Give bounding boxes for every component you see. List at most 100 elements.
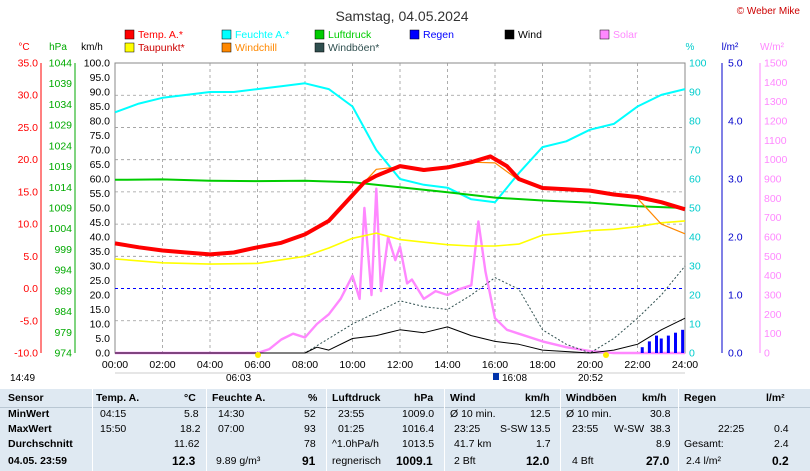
gust-current: 27.0 xyxy=(646,454,670,468)
legend-label-7: Windchill xyxy=(235,42,277,54)
pct-tick: 10 xyxy=(689,319,701,331)
hpa-tick: 1024 xyxy=(49,140,73,152)
gust-10min-label: Ø 10 min. xyxy=(566,408,612,420)
kmh-tick: 30.0 xyxy=(90,261,111,273)
temp-min-time: 04:15 xyxy=(100,408,127,420)
wm2-tick: 1400 xyxy=(764,77,788,89)
rain-rate: 2.4 l/m² xyxy=(686,455,722,467)
kmh-tick: 95.0 xyxy=(90,72,111,84)
sunset-time: 20:52 xyxy=(578,373,603,384)
row-date-label: 04.05. 23:59 xyxy=(8,455,67,467)
temp-tick: 0.0 xyxy=(23,283,38,295)
kmh-tick: 20.0 xyxy=(90,290,111,302)
temp-avg: 11.62 xyxy=(174,438,200,450)
hpa-tick: 979 xyxy=(54,327,72,339)
kmh-tick: 15.0 xyxy=(90,304,111,316)
wm2-tick: 500 xyxy=(764,251,782,263)
series-luftdruck xyxy=(114,178,686,209)
legend-label-1: Feuchte A.* xyxy=(235,29,289,41)
press-trend: ^1.0hPa/h xyxy=(332,438,379,450)
sunrise-icon xyxy=(255,352,261,358)
wm2-tick: 800 xyxy=(764,193,782,205)
chart-title: Samstag, 04.05.2024 xyxy=(335,8,468,24)
series-tempa xyxy=(114,154,686,257)
rain-total-label: Gesamt: xyxy=(684,438,724,450)
pct-tick: 50 xyxy=(689,203,701,215)
wind-bft: 2 Bft xyxy=(454,455,476,467)
hdr-hum-unit: % xyxy=(308,392,318,404)
hdr-temp: Temp. A. xyxy=(96,392,140,404)
series xyxy=(114,82,686,355)
row-avg-label: Durchschnitt xyxy=(8,438,73,450)
hum-abs: 9.89 g/m³ xyxy=(216,455,261,467)
kmh-tick: 25.0 xyxy=(90,275,111,287)
unit-wm2: W/m² xyxy=(760,42,785,53)
series-taupunkt xyxy=(114,220,686,265)
hdr-press-unit: hPa xyxy=(414,392,434,404)
temp-tick: 25.0 xyxy=(18,122,39,134)
wind-dist: 41.7 km xyxy=(454,438,492,450)
pct-tick: 60 xyxy=(689,174,701,186)
lm2-tick: 0.0 xyxy=(728,348,743,360)
kmh-tick: 35.0 xyxy=(90,246,111,258)
sun-events: 14:49 06:03 16:08 20:52 xyxy=(10,352,685,384)
legend-swatch-7 xyxy=(221,42,232,53)
row-max-label: MaxWert xyxy=(8,423,52,435)
copyright: © Weber Mike xyxy=(737,6,801,17)
press-avg: 1013.5 xyxy=(402,438,435,450)
x-tick: 00:00 xyxy=(102,359,128,371)
rain-max: 0.4 xyxy=(774,423,789,435)
hpa-tick: 1044 xyxy=(49,58,73,70)
x-tick: 12:00 xyxy=(387,359,413,371)
series-solar xyxy=(115,187,685,355)
temp-max-time: 15:50 xyxy=(100,423,127,435)
hdr-hum: Feuchte A. xyxy=(212,392,266,404)
press-min-time: 23:55 xyxy=(338,408,365,420)
legend-label-5: Solar xyxy=(613,29,638,41)
legend-swatch-1 xyxy=(221,29,232,40)
lm2-tick: 1.0 xyxy=(728,290,743,302)
press-weather: regnerisch xyxy=(332,455,382,467)
kmh-tick: 100.0 xyxy=(84,58,110,70)
unit-temp: °C xyxy=(18,42,29,53)
press-current: 1009.1 xyxy=(396,454,433,468)
wind-max-time: 23:25 xyxy=(454,423,481,435)
x-tick: 06:00 xyxy=(244,359,270,371)
hum-max: 93 xyxy=(304,423,316,435)
wm2-tick: 1000 xyxy=(764,154,788,166)
gust-max-dir: W-SW xyxy=(614,423,645,435)
kmh-tick: 0.0 xyxy=(95,348,110,360)
wind-10min-label: Ø 10 min. xyxy=(450,408,496,420)
hdr-sensor: Sensor xyxy=(8,392,44,404)
rain-total: 2.4 xyxy=(774,438,789,450)
pct-tick: 30 xyxy=(689,261,701,273)
temp-tick: -10.0 xyxy=(14,348,38,360)
hdr-rain-unit: l/m² xyxy=(766,392,785,404)
hpa-tick: 1014 xyxy=(49,182,73,194)
wm2-tick: 0 xyxy=(764,348,770,360)
legend-label-3: Regen xyxy=(423,29,454,41)
hpa-tick: 1034 xyxy=(49,99,73,111)
series-windchill xyxy=(328,161,686,235)
lm2-tick: 2.0 xyxy=(728,232,743,244)
hpa-tick: 1009 xyxy=(49,203,73,215)
press-max-time: 01:25 xyxy=(338,423,365,435)
legend: Temp. A.* Feuchte A.* Luftdruck Regen Wind So… xyxy=(124,29,638,54)
unit-hpa: hPa xyxy=(49,42,67,53)
wm2-tick: 1100 xyxy=(764,135,787,147)
legend-swatch-3 xyxy=(409,29,420,40)
unit-kmh: km/h xyxy=(81,42,103,53)
legend-label-4: Wind xyxy=(518,29,542,41)
rain-bar-1 xyxy=(640,347,644,353)
legend-label-6: Taupunkt* xyxy=(138,42,185,54)
noon-time: 16:08 xyxy=(502,373,527,384)
hum-avg: 78 xyxy=(304,438,316,450)
temp-max: 18.2 xyxy=(180,423,201,435)
hdr-gust: Windböen xyxy=(566,392,617,404)
hum-max-time: 07:00 xyxy=(218,423,245,435)
temp-tick: 35.0 xyxy=(18,58,39,70)
gust-max-time: 23:55 xyxy=(572,423,599,435)
kmh-tick: 5.0 xyxy=(95,333,110,345)
legend-swatch-6 xyxy=(124,42,135,53)
x-tick: 16:00 xyxy=(482,359,508,371)
